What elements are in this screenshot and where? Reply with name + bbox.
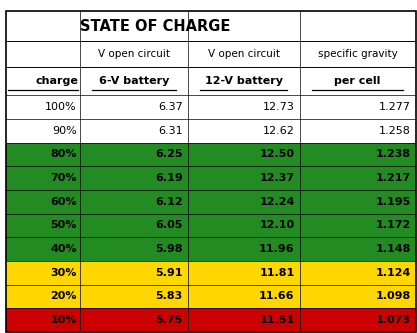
Text: 5.75: 5.75 <box>156 315 183 325</box>
Text: 11.96: 11.96 <box>259 244 295 254</box>
Text: specific gravity: specific gravity <box>318 49 397 59</box>
Text: 1.238: 1.238 <box>376 149 411 160</box>
Text: 10%: 10% <box>50 315 77 325</box>
Text: 12.37: 12.37 <box>259 173 295 183</box>
Text: 5.91: 5.91 <box>155 268 183 278</box>
Text: 80%: 80% <box>50 149 77 160</box>
Text: 50%: 50% <box>50 220 77 230</box>
Text: 12.24: 12.24 <box>259 197 295 207</box>
Bar <box>5 285 416 308</box>
Text: V open circuit: V open circuit <box>98 49 170 59</box>
Text: 11.51: 11.51 <box>259 315 295 325</box>
Text: 12.50: 12.50 <box>260 149 295 160</box>
Text: 6.05: 6.05 <box>156 220 183 230</box>
Bar <box>5 95 416 119</box>
Text: 11.66: 11.66 <box>259 291 295 301</box>
Text: charge: charge <box>35 76 78 86</box>
Text: 1.195: 1.195 <box>375 197 411 207</box>
Text: 1.098: 1.098 <box>375 291 411 301</box>
Text: 6.25: 6.25 <box>155 149 183 160</box>
Text: 12-V battery: 12-V battery <box>205 76 283 86</box>
Bar <box>5 237 416 261</box>
Text: 30%: 30% <box>50 268 77 278</box>
Text: 1.148: 1.148 <box>375 244 411 254</box>
Text: V open circuit: V open circuit <box>208 49 280 59</box>
Text: 1.277: 1.277 <box>379 102 411 112</box>
Text: 6-V battery: 6-V battery <box>99 76 169 86</box>
Text: 90%: 90% <box>52 126 77 136</box>
Bar <box>5 119 416 143</box>
Text: 11.81: 11.81 <box>259 268 295 278</box>
Text: 12.73: 12.73 <box>263 102 295 112</box>
Text: 12.62: 12.62 <box>263 126 295 136</box>
Text: 1.073: 1.073 <box>376 315 411 325</box>
Text: STATE OF CHARGE: STATE OF CHARGE <box>80 19 231 34</box>
Text: per cell: per cell <box>334 76 381 86</box>
Text: 1.217: 1.217 <box>375 173 411 183</box>
Text: 5.98: 5.98 <box>155 244 183 254</box>
Text: 40%: 40% <box>50 244 77 254</box>
Text: 6.31: 6.31 <box>158 126 183 136</box>
Bar <box>5 261 416 285</box>
Text: 6.19: 6.19 <box>155 173 183 183</box>
Text: 6.12: 6.12 <box>155 197 183 207</box>
Text: 6.37: 6.37 <box>158 102 183 112</box>
Text: 12.10: 12.10 <box>259 220 295 230</box>
Bar <box>5 213 416 237</box>
Text: 100%: 100% <box>45 102 77 112</box>
Text: 1.258: 1.258 <box>379 126 411 136</box>
Bar <box>5 308 416 332</box>
Bar <box>5 166 416 190</box>
Text: 60%: 60% <box>50 197 77 207</box>
Text: 20%: 20% <box>50 291 77 301</box>
Bar <box>5 143 416 166</box>
Text: 70%: 70% <box>50 173 77 183</box>
Text: 1.172: 1.172 <box>375 220 411 230</box>
Text: 1.124: 1.124 <box>375 268 411 278</box>
Text: 5.83: 5.83 <box>156 291 183 301</box>
Bar <box>5 190 416 213</box>
